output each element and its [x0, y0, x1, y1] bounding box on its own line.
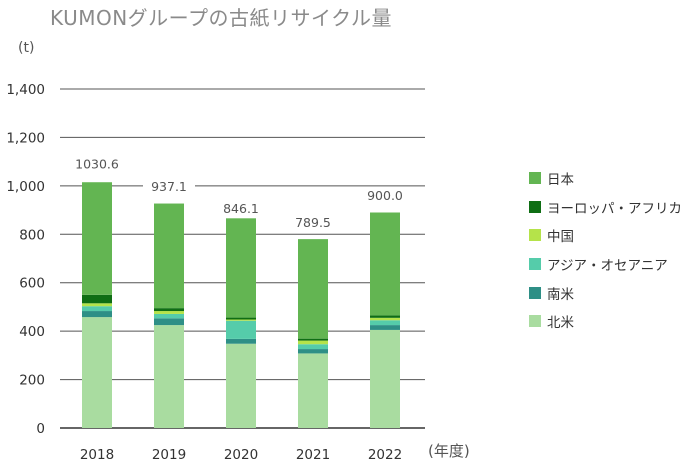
bar-segment [82, 294, 112, 304]
legend-swatch [529, 172, 541, 185]
y-tick-label: 200 [19, 373, 45, 389]
bar-segment [154, 311, 184, 314]
bar-segment [226, 320, 256, 339]
bar-segment [154, 318, 184, 326]
total-label-background [143, 178, 195, 196]
bar-segment [370, 212, 400, 316]
y-tick-label: 1,000 [6, 179, 45, 195]
x-tick-label: 2020 [224, 447, 258, 460]
x-tick-label: 2018 [80, 447, 114, 460]
total-label-background [359, 187, 411, 205]
legend-item: 南米 [529, 278, 682, 307]
legend-swatch [529, 229, 541, 242]
legend-item: 日本 [529, 164, 682, 193]
bar-segment [226, 343, 256, 428]
bar-segment [82, 317, 112, 428]
chart-legend: 日本ヨーロッパ・アフリカ 中国アジア・オセアニア 南米北米 [529, 164, 682, 336]
legend-label: 日本 [547, 172, 574, 189]
legend-label: 北米 [547, 315, 574, 332]
chart-title: KUMONグループの古紙リサイクル量 [50, 6, 392, 30]
bar-segment [370, 320, 400, 326]
bar-segment [298, 353, 328, 428]
y-tick-label: 1,400 [6, 82, 45, 98]
total-label: 789.5 [295, 215, 331, 230]
legend-swatch [529, 315, 541, 328]
legend-item: アジア・オセアニア [529, 250, 682, 279]
bar-segment [370, 315, 400, 318]
legend-swatch [529, 286, 541, 299]
y-axis-unit: (t) [18, 40, 35, 56]
bar-segment [298, 239, 328, 339]
legend-label: アジア・オセアニア [547, 258, 668, 275]
total-label-background [287, 213, 339, 231]
bar-segment [298, 344, 328, 350]
legend-item: 中国 [529, 221, 682, 250]
total-label-background [71, 155, 123, 173]
y-tick-label: 800 [19, 227, 45, 243]
legend-item: ヨーロッパ・アフリカ [529, 193, 682, 222]
bar-segment [370, 317, 400, 321]
total-label: 1030.6 [75, 156, 119, 171]
bar-segment [370, 329, 400, 428]
y-tick-label: 1,200 [6, 130, 45, 146]
y-tick-label: 400 [19, 324, 45, 340]
total-label: 937.1 [151, 179, 187, 194]
bar-segment [154, 308, 184, 312]
total-label-background [215, 200, 267, 218]
bar-segment [154, 203, 184, 309]
bar-segment [154, 325, 184, 428]
legend-item: 北米 [529, 307, 682, 336]
bar-segment [226, 338, 256, 344]
x-tick-label: 2021 [296, 447, 330, 460]
bar-segment [370, 325, 400, 330]
bar-segment [82, 303, 112, 307]
x-axis-unit: (年度) [428, 442, 470, 460]
x-tick-label: 2022 [368, 447, 402, 460]
legend-label: ヨーロッパ・アフリカ [547, 200, 682, 217]
y-tick-label: 600 [19, 276, 45, 292]
bar-segment [82, 306, 112, 312]
legend-swatch [529, 258, 541, 271]
legend-label: 南米 [547, 286, 574, 303]
bar-segment [82, 311, 112, 318]
bar-segment [226, 218, 256, 318]
bar-segment [82, 182, 112, 295]
total-label: 846.1 [223, 201, 259, 216]
bar-segment [226, 317, 256, 320]
bar-segment [298, 338, 328, 341]
bar-segment [298, 349, 328, 354]
y-tick-label: 0 [36, 421, 45, 437]
bar-segment [226, 319, 256, 321]
bar-segment [298, 340, 328, 345]
legend-label: 中国 [547, 229, 574, 246]
bar-segment [154, 313, 184, 319]
legend-swatch [529, 200, 541, 213]
x-tick-label: 2019 [152, 447, 186, 460]
total-label: 900.0 [367, 188, 403, 203]
